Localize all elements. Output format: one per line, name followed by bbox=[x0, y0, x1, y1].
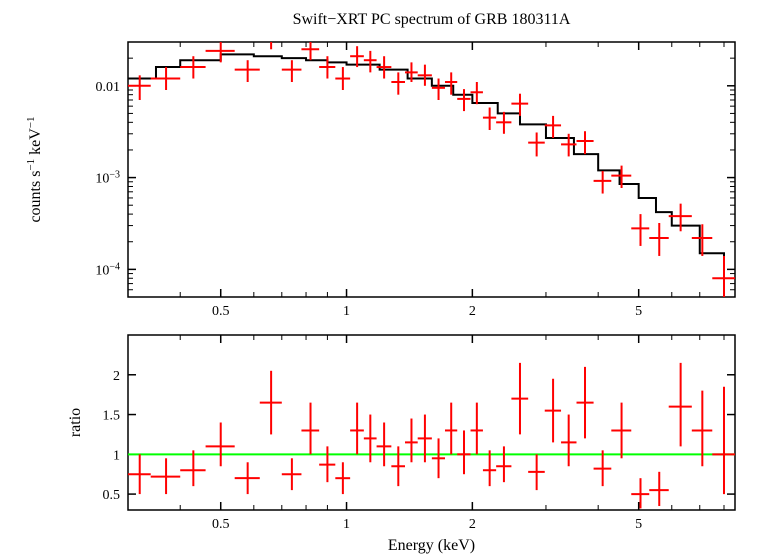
chart-title: Swift−XRT PC spectrum of GRB 180311A bbox=[293, 11, 571, 28]
chart-container: Swift−XRT PC spectrum of GRB 180311A 0.5 0… bbox=[0, 0, 758, 556]
x-tick-label-top: 2 bbox=[469, 304, 476, 319]
x-axis-label: Energy (keV) bbox=[388, 537, 475, 554]
y-bottom-axis-label: ratio bbox=[67, 408, 84, 437]
y-bottom-tick-label: 1 bbox=[113, 448, 120, 463]
x-tick-label: 1 bbox=[343, 517, 350, 532]
spectrum-data-group bbox=[128, 28, 735, 306]
y-top-axis-label: counts s−1 keV−1 bbox=[25, 116, 44, 222]
x-tick-label: 5 bbox=[635, 517, 642, 532]
x-tick-label-top: 1 bbox=[343, 304, 350, 319]
x-tick-label: 2 bbox=[469, 517, 476, 532]
y-bottom-tick-label: 2 bbox=[113, 369, 120, 384]
x-tick-label-top: 5 bbox=[635, 304, 642, 319]
x-tick-label: 0.5 bbox=[212, 517, 230, 532]
y-bottom-tick-label: 1.5 bbox=[103, 409, 121, 424]
y-bottom-tick-label: 0.5 bbox=[103, 488, 121, 503]
ratio-data-group bbox=[128, 363, 735, 509]
y-top-tick-label: 10−3 bbox=[95, 169, 120, 187]
x-tick-label-top: 0.5 bbox=[212, 304, 230, 319]
model-line-group bbox=[128, 54, 724, 278]
y-top-tick-label: 10−4 bbox=[95, 261, 120, 279]
y-top-tick-label: 0.01 bbox=[96, 80, 121, 95]
chart-svg: Swift−XRT PC spectrum of GRB 180311A 0.5 0… bbox=[0, 0, 758, 556]
bottom-panel-frame bbox=[128, 335, 735, 510]
